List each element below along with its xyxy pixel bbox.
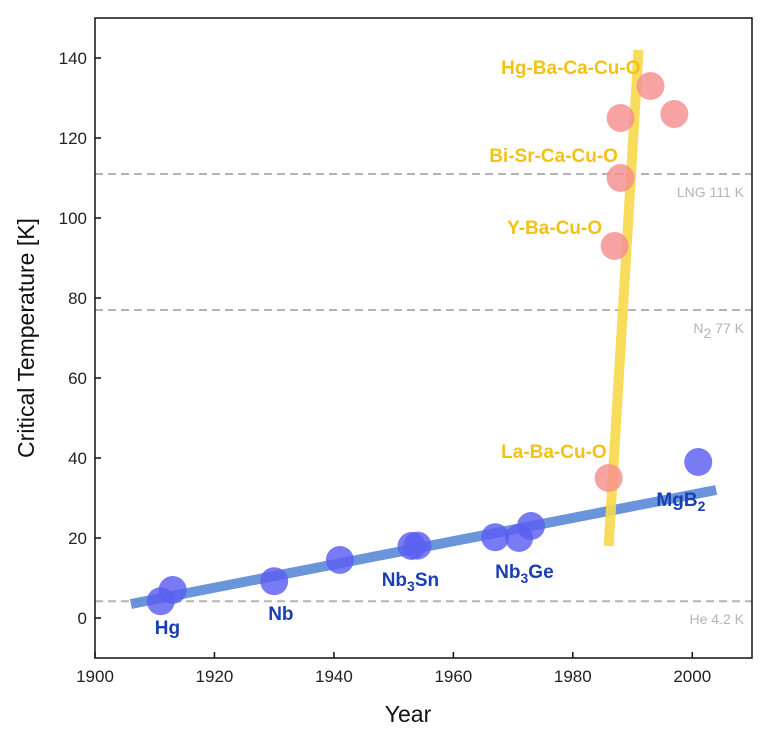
annotation-3-text: Nb (495, 562, 520, 583)
series-0-point-9 (684, 448, 713, 476)
annotation-4-text: MgB (656, 490, 697, 511)
annotation-0: Hg (155, 618, 180, 639)
plot-frame (94, 17, 753, 659)
annotation-3-subscript: 3 (521, 570, 529, 586)
x-axis: 1900 1920 1940 1960 1980 2000 (76, 652, 711, 686)
annotation-2-suffix: Sn (415, 570, 439, 591)
reference-label-0: LNG 111 K (677, 184, 745, 200)
annotation-6: Y-Ba-Cu-O (507, 218, 602, 239)
trend-line-1 (603, 49, 644, 547)
series-0-point-1 (158, 576, 187, 604)
series-1-point-2 (606, 164, 635, 192)
series-0-point-8 (517, 512, 546, 540)
x-tick-label-3: 1960 (434, 667, 472, 686)
series-1-point-0 (594, 464, 623, 492)
annotation-8-text: Hg-Ba-Ca-Cu-O (501, 58, 640, 79)
annotation-3-suffix: Ge (528, 562, 553, 583)
x-tick-label-1: 1920 (196, 667, 234, 686)
annotation-5: La-Ba-Cu-O (501, 442, 607, 463)
series-1-point-4 (636, 72, 665, 100)
y-axis-title: Critical Temperature [K] (13, 218, 39, 458)
annotation-1-text: Nb (268, 604, 293, 625)
series-0-point-5 (403, 531, 432, 560)
annotation-5-text: La-Ba-Cu-O (501, 442, 607, 463)
annotation-2-subscript: 3 (407, 578, 415, 594)
series-0-point-3 (325, 546, 354, 574)
y-tick-label-7: 140 (59, 49, 87, 68)
y-tick-label-1: 20 (68, 529, 87, 548)
annotation-3: Nb3Ge (495, 562, 553, 586)
y-tick-label-4: 80 (68, 289, 87, 308)
x-tick-label-0: 1900 (76, 667, 114, 686)
annotation-4-subscript: 2 (698, 498, 706, 514)
series-0-point-6 (481, 523, 510, 552)
annotation-2-text: Nb (382, 570, 407, 591)
annotation-7: Bi-Sr-Ca-Cu-O (489, 146, 618, 167)
annotation-6-text: Y-Ba-Cu-O (507, 218, 602, 239)
x-axis-title: Year (385, 701, 432, 727)
x-tick-label-2: 1940 (315, 667, 353, 686)
reference-label-1-suffix: 77 K (711, 320, 744, 336)
reference-lines: LNG 111 KN2 77 KHe 4.2 K (95, 173, 752, 627)
x-tick-label-5: 2000 (673, 667, 711, 686)
data-points (146, 72, 713, 616)
y-tick-label-5: 100 (59, 209, 87, 228)
y-tick-label-2: 40 (68, 449, 87, 468)
reference-label-1: N2 77 K (693, 320, 744, 341)
series-1-point-3 (606, 104, 635, 132)
annotation-4: MgB2 (656, 490, 705, 514)
reference-label-2-text: He 4.2 K (690, 611, 745, 627)
y-tick-label-3: 60 (68, 369, 87, 388)
series-1-point-5 (660, 100, 689, 128)
reference-label-0-text: LNG 111 K (677, 184, 745, 200)
y-axis: 0 20 40 60 80 100 120 140 (59, 49, 101, 628)
reference-label-1-subscript: 2 (704, 325, 712, 341)
trend-lines (129, 49, 718, 609)
y-tick-label-6: 120 (59, 129, 87, 148)
annotation-2: Nb3Sn (382, 570, 439, 594)
y-tick-label-0: 0 (78, 609, 87, 628)
annotation-1: Nb (268, 604, 293, 625)
reference-label-2: He 4.2 K (690, 611, 745, 627)
annotation-0-text: Hg (155, 618, 180, 639)
series-1-point-1 (600, 232, 629, 260)
reference-label-1-text: N (693, 320, 703, 336)
annotation-8: Hg-Ba-Ca-Cu-O (501, 58, 640, 79)
x-tick-label-4: 1980 (554, 667, 592, 686)
annotation-7-text: Bi-Sr-Ca-Cu-O (489, 146, 618, 167)
series-0-point-2 (260, 567, 289, 596)
